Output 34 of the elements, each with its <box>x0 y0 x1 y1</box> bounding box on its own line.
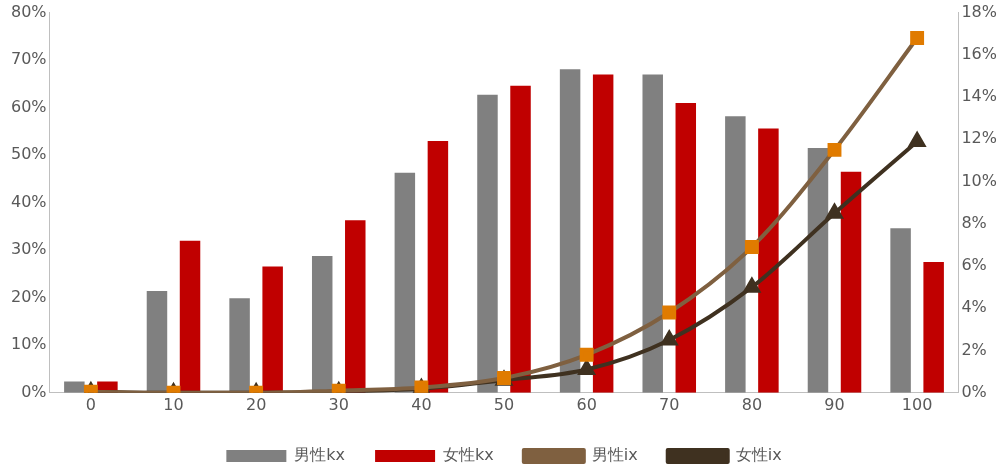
y-tick-label: 80% <box>11 1 47 21</box>
legend-label: 男性ix <box>591 445 638 465</box>
y2-tick-label: 16% <box>961 44 997 63</box>
y-tick-label: 70% <box>11 49 47 69</box>
y-tick-label: 30% <box>11 239 47 259</box>
legend-label: 男性kx <box>294 445 346 465</box>
x-tick-label: 20 <box>245 394 267 414</box>
y2-tick-label: 6% <box>961 255 987 275</box>
y-tick-label: 20% <box>11 286 47 306</box>
y2-tick-label: 14% <box>961 86 997 106</box>
x-tick-label: 80 <box>741 394 763 414</box>
y2-tick-label: 4% <box>961 297 987 317</box>
x-tick-label: 50 <box>493 394 515 414</box>
y2-tick-label: 8% <box>961 212 987 232</box>
x-tick-label: 100 <box>901 394 933 414</box>
legend-label: 女性ix <box>735 445 782 465</box>
x-tick-label: 40 <box>411 394 432 414</box>
y2-tick-label: 12% <box>961 128 997 148</box>
x-tick-label: 90 <box>824 394 845 414</box>
y-tick-label: 10% <box>11 334 47 354</box>
y-tick-label: 50% <box>11 144 47 164</box>
y2-tick-label: 0% <box>961 381 987 401</box>
y-tick-label: 40% <box>11 191 47 211</box>
y-tick-label: 60% <box>11 96 47 116</box>
y2-tick-label: 18% <box>961 1 997 21</box>
x-tick-label: 60 <box>576 394 597 414</box>
x-tick-label: 10 <box>163 394 184 414</box>
x-tick-label: 70 <box>659 394 680 414</box>
y2-tick-label: 10% <box>961 170 997 190</box>
legend-label: 女性kx <box>443 445 494 465</box>
x-tick-label: 30 <box>328 394 349 414</box>
x-tick-label: 0 <box>85 394 96 414</box>
y-tick-label: 0% <box>21 381 47 401</box>
y2-tick-label: 2% <box>961 339 987 359</box>
